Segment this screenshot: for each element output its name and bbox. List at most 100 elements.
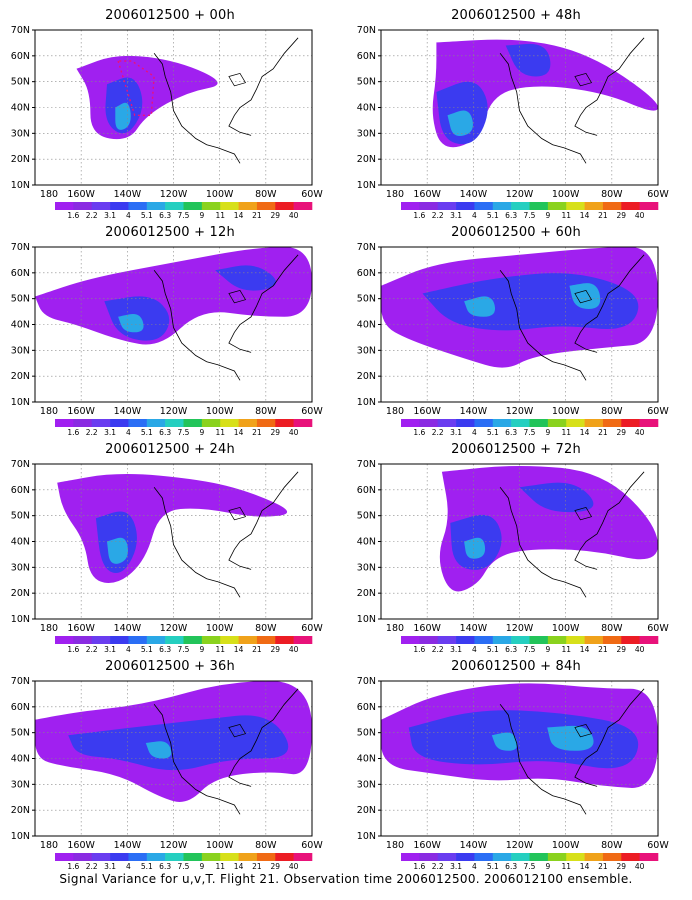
colorbar-swatch <box>110 202 129 210</box>
grid-lines <box>381 681 658 836</box>
y-tick-label: 30N <box>11 562 30 573</box>
colorbar-label: 7.5 <box>178 211 190 220</box>
y-tick-label: 40N <box>11 103 30 114</box>
x-tick-label: 180 <box>40 623 58 634</box>
colorbar-label: 29 <box>271 862 281 871</box>
x-tick-label: 100W <box>552 406 580 417</box>
colorbar-swatch <box>238 202 258 210</box>
colorbar-swatch <box>602 202 622 210</box>
colorbar-swatch <box>146 202 166 210</box>
y-tick-label: 70N <box>11 25 30 36</box>
colorbar-swatch <box>201 202 221 210</box>
x-tick-label: 180 <box>386 189 404 200</box>
x-tick-label: 120W <box>506 623 534 634</box>
colorbar-label: 4 <box>126 211 131 220</box>
colorbar-label: 1.6 <box>413 428 425 437</box>
x-tick-label: 180 <box>40 840 58 851</box>
panel-title: 2006012500 + 60h <box>346 225 686 240</box>
east-coastline <box>228 688 299 787</box>
flight-track-outline <box>117 60 155 116</box>
x-tick-label: 80W <box>601 189 623 200</box>
colorbar-swatch <box>220 419 239 427</box>
panel-title-hour: 36h <box>209 659 235 674</box>
y-tick-label: 40N <box>357 320 376 331</box>
colorbar-swatch <box>437 202 457 210</box>
x-tick-label: 140W <box>114 623 142 634</box>
colorbar-label: 6.3 <box>159 645 171 654</box>
colorbar-label: 11 <box>215 645 225 654</box>
map-panel-48h: 2006012500 + 48h 70N 60N 50N 40N 30N 20N 10N 180… <box>346 8 686 220</box>
x-tick-label: 60W <box>647 406 669 417</box>
map-svg: 70N 60N 50N 40N 30N 20N 10N 180 160W 140W 120W 100W… <box>11 25 324 220</box>
panel-title-hour: 84h <box>555 659 581 674</box>
colorbar-label: 6.3 <box>505 211 517 220</box>
panel-title-separator: + <box>535 442 556 457</box>
y-tick-label: 50N <box>11 77 30 88</box>
x-tick-label: 100W <box>206 189 234 200</box>
y-tick-label: 50N <box>11 294 30 305</box>
colorbar-swatch <box>165 202 184 210</box>
colorbar-swatch <box>584 853 604 861</box>
x-tick-label: 120W <box>506 406 534 417</box>
panel-title-separator: + <box>189 225 210 240</box>
east-coastline <box>228 37 299 136</box>
colorbar-label: 7.5 <box>178 428 190 437</box>
grid-lines <box>381 30 658 185</box>
panel-title-separator: + <box>535 8 556 23</box>
x-tick-label: 60W <box>301 406 323 417</box>
great-lakes <box>574 506 593 521</box>
y-tick-label: 60N <box>357 702 376 713</box>
map-panel-36h: 2006012500 + 36h 70N 60N 50N 40N 30N 20N 10N 180… <box>0 659 340 871</box>
colorbar-label: 7.5 <box>524 645 536 654</box>
x-tick-label: 160W <box>67 840 95 851</box>
colorbar-label: 9 <box>545 645 550 654</box>
x-tick-label: 60W <box>647 623 669 634</box>
colorbar-label: 11 <box>215 428 225 437</box>
colorbar-swatch <box>566 636 585 644</box>
variance-field <box>76 55 218 140</box>
colorbar-label: 2.2 <box>432 645 444 654</box>
west-coastline <box>499 487 587 598</box>
y-tick-label: 20N <box>357 154 376 165</box>
colorbar-label: 40 <box>635 645 645 654</box>
colorbar-label: 4 <box>472 862 477 871</box>
colorbar-swatch <box>639 202 659 210</box>
panel-title-date: 2006012500 <box>105 442 190 457</box>
colorbar-label: 1.6 <box>413 645 425 654</box>
y-tick-label: 40N <box>11 537 30 548</box>
colorbar-swatch <box>474 202 494 210</box>
grid-lines <box>35 464 312 619</box>
colorbar-label: 40 <box>289 645 299 654</box>
variance-field <box>57 474 288 583</box>
y-tick-label: 50N <box>357 511 376 522</box>
panel-title-hour: 00h <box>209 8 235 23</box>
y-tick-label: 30N <box>357 345 376 356</box>
x-tick-label: 140W <box>114 406 142 417</box>
colorbar-swatch <box>474 853 494 861</box>
map-svg: 70N 60N 50N 40N 30N 20N 10N 180 160W 140W 120W 100W… <box>11 676 324 871</box>
x-tick-label: 100W <box>206 623 234 634</box>
west-coastline <box>153 53 241 164</box>
colorbar: 1.6 2.2 3.1 4 5.1 6.3 7.5 9 11 14 21 29 40 <box>401 202 659 220</box>
colorbar-label: 21 <box>252 211 262 220</box>
y-tick-label: 40N <box>11 754 30 765</box>
colorbar-label: 40 <box>289 862 299 871</box>
colorbar-label: 21 <box>598 428 608 437</box>
coastline <box>499 37 645 164</box>
colorbar-swatch <box>621 853 640 861</box>
x-tick-label: 140W <box>460 623 488 634</box>
colorbar: 1.6 2.2 3.1 4 5.1 6.3 7.5 9 11 14 21 29 40 <box>401 419 659 437</box>
y-tick-label: 30N <box>357 128 376 139</box>
x-tick-label: 120W <box>160 406 188 417</box>
east-coastline <box>574 471 645 570</box>
great-lakes <box>574 723 593 738</box>
colorbar-swatch <box>146 636 166 644</box>
colorbar-label: 1.6 <box>413 862 425 871</box>
y-tick-label: 10N <box>357 180 376 191</box>
colorbar-swatch <box>602 853 622 861</box>
colorbar-label: 14 <box>580 862 590 871</box>
variance-contour <box>464 296 496 317</box>
panel-title: 2006012500 + 24h <box>0 442 340 457</box>
colorbar-label: 21 <box>252 428 262 437</box>
colorbar-swatch <box>73 853 93 861</box>
